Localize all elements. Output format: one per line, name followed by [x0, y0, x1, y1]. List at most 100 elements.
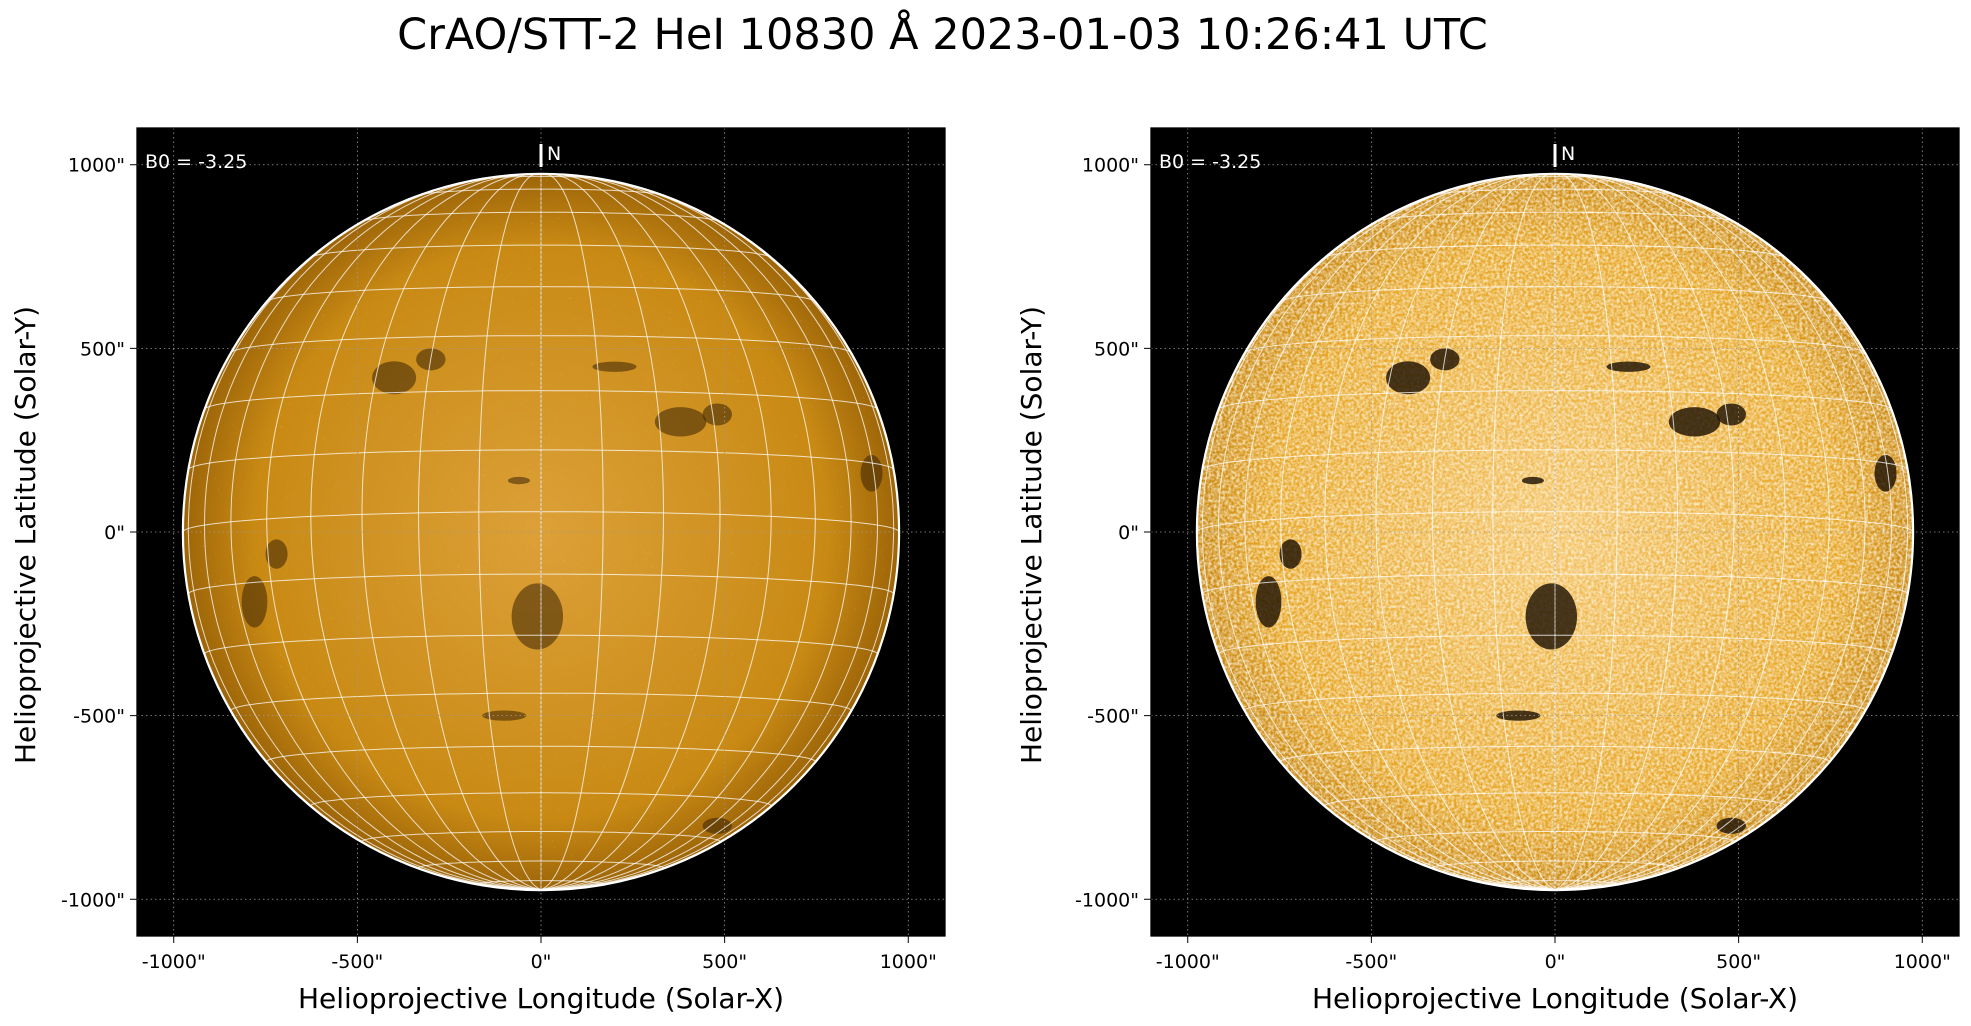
parallel-line [417, 860, 665, 870]
y-tick-label: -1000" [61, 889, 125, 911]
dark-filament [654, 407, 707, 437]
y-tick-label: 500" [80, 338, 125, 360]
dark-filament [507, 476, 530, 485]
meridian-line [1431, 173, 1556, 890]
right-plot-area: B0 = -3.25 N [1151, 128, 1959, 936]
x-tick-label: 1000" [1894, 951, 1951, 973]
meridian-line [1554, 174, 1830, 890]
meridian-line [1554, 173, 1735, 890]
meridian-line [1554, 178, 1893, 890]
left-north-label: N [547, 143, 561, 165]
dark-filament [265, 539, 288, 569]
svg-text:Helioprojective Latitude (Sola: Helioprojective Latitude (Solar-Y) [1015, 306, 1048, 764]
right-panel: Helioprojective Latitude (Solar-Y) Helio… [1015, 127, 1960, 1015]
y-tick-label: 500" [1094, 338, 1139, 360]
meridian-line [361, 173, 542, 890]
dark-filament [1716, 403, 1746, 426]
meridian-line [1554, 173, 1679, 890]
parallel-line [204, 634, 878, 655]
dark-filament [1255, 576, 1282, 628]
right-x-ticks: -1000" -500" 0" 500" 1000" [1156, 936, 1951, 973]
y-tick-label: 1000" [68, 155, 125, 177]
left-solar-limb [181, 172, 901, 892]
left-panel: Helioprojective Latitude (Solar-Y) Helio… [9, 127, 946, 1015]
meridian-line [1554, 174, 1786, 890]
meridian-line [1554, 176, 1866, 890]
x-tick-label: 500" [702, 951, 747, 973]
left-plot-area: B0 = -3.25 N [137, 128, 945, 936]
meridian-line [1492, 173, 1556, 890]
meridian-line [310, 174, 542, 890]
meridian-line [417, 173, 542, 890]
meridian-line [540, 173, 604, 890]
y-tick-label: -500" [73, 706, 125, 728]
parallel-line [420, 188, 662, 196]
y-tick-label: 1000" [1082, 155, 1139, 177]
meridian-line [1280, 174, 1556, 890]
y-tick-label: 0" [1118, 522, 1139, 544]
svg-text:Helioprojective Latitude (Sola: Helioprojective Latitude (Solar-Y) [9, 306, 42, 764]
meridian-line [1324, 174, 1556, 890]
meridian-line [203, 178, 542, 890]
right-y-ticks: 1000" 500" 0" -500" -1000" [1075, 155, 1151, 911]
dark-filament [702, 403, 732, 426]
parallel-line [310, 792, 772, 807]
meridian-line [540, 174, 772, 890]
parallel-line [1280, 745, 1830, 763]
meridian-line [540, 173, 721, 890]
meridian-line [1554, 173, 1618, 890]
x-tick-label: -1000" [142, 951, 206, 973]
parallel-line [1218, 390, 1892, 410]
right-solar-limb [1195, 172, 1915, 892]
right-north-label: N [1561, 143, 1575, 165]
meridian-line [1217, 178, 1556, 890]
dark-filament [1496, 710, 1541, 721]
dark-filament [1668, 407, 1721, 437]
dark-filament [1606, 361, 1651, 372]
x-tick-label: 0" [1545, 951, 1566, 973]
x-tick-label: 1000" [880, 951, 937, 973]
left-y-ticks: 1000" 500" 0" -500" -1000" [61, 155, 137, 911]
left-b0-label: B0 = -3.25 [145, 151, 247, 173]
meridian-line [540, 174, 816, 890]
meridian-line [266, 174, 542, 890]
dark-filament [372, 361, 417, 395]
dark-filament [1279, 539, 1302, 569]
parallel-line [230, 692, 852, 711]
meridian-line [540, 178, 879, 890]
y-tick-label: -500" [1087, 706, 1139, 728]
meridian-line [540, 176, 852, 890]
parallel-line [1376, 211, 1734, 222]
parallel-line [1434, 188, 1676, 196]
left-y-axis-label: Helioprojective Latitude (Solar-Y) [9, 306, 42, 764]
x-tick-label: -1000" [1156, 951, 1220, 973]
dark-filament [1525, 583, 1578, 650]
left-coordinate-grid [182, 173, 900, 890]
x-tick-label: -500" [331, 951, 383, 973]
parallel-line [188, 449, 894, 470]
right-x-axis-label: Helioprojective Longitude (Solar-X) [1312, 982, 1798, 1015]
parallel-line [362, 211, 720, 222]
parallel-line [1324, 792, 1786, 807]
meridian-line [478, 173, 542, 890]
dark-filament [482, 710, 527, 721]
parallel-line [1431, 860, 1679, 870]
parallel-line [1244, 692, 1866, 711]
meridian-line [540, 173, 665, 890]
right-b0-label: B0 = -3.25 [1159, 151, 1261, 173]
parallel-line [1218, 634, 1892, 655]
figure-title: CrAO/STT-2 HeI 10830 Å 2023-01-03 10:26:… [397, 10, 1488, 60]
dark-filament [592, 361, 637, 372]
y-tick-label: 0" [104, 522, 125, 544]
dark-filament [511, 583, 564, 650]
x-tick-label: 500" [1716, 951, 1761, 973]
meridian-line [1375, 173, 1556, 890]
x-tick-label: 0" [531, 951, 552, 973]
meridian-line [1244, 176, 1556, 890]
dark-filament [1386, 361, 1431, 395]
parallel-line [204, 390, 878, 410]
left-x-ticks: -1000" -500" 0" 500" 1000" [142, 936, 937, 973]
x-tick-label: -500" [1345, 951, 1397, 973]
right-y-axis-label: Helioprojective Latitude (Solar-Y) [1015, 306, 1048, 764]
dark-filament [241, 576, 268, 628]
